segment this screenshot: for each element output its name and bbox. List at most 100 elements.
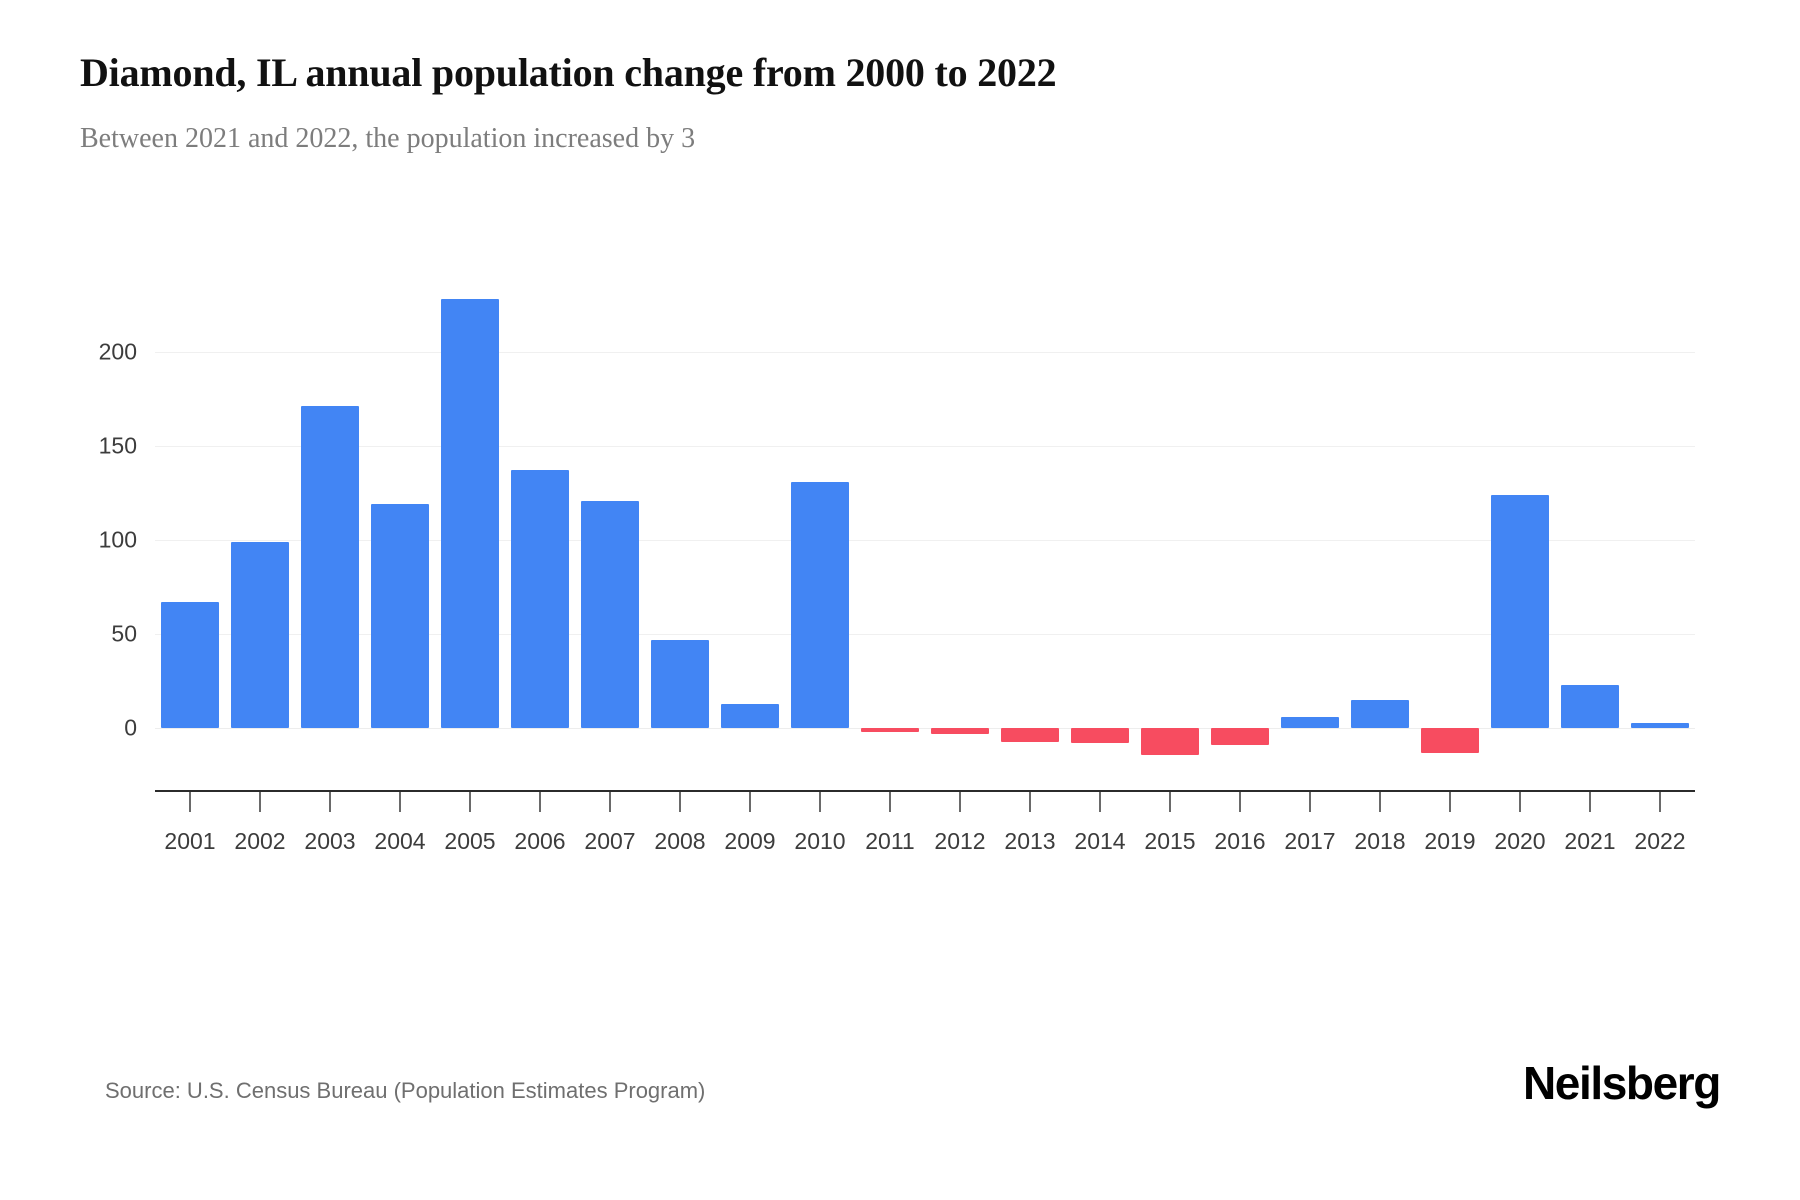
bar-2007[interactable] [580, 500, 640, 729]
x-tick-label: 2004 [374, 828, 426, 854]
chart-header: Diamond, IL annual population change fro… [80, 48, 1720, 158]
x-tick-label: 2014 [1074, 828, 1126, 854]
bar-2009[interactable] [720, 703, 780, 729]
x-tick [959, 792, 961, 812]
bar-slot [645, 250, 715, 910]
bar-2008[interactable] [650, 639, 710, 729]
gridline-0 [155, 728, 1695, 730]
x-tick-label: 2006 [514, 828, 566, 854]
bar-slot [365, 250, 435, 910]
x-tick-label: 2005 [444, 828, 496, 854]
source-note: Source: U.S. Census Bureau (Population E… [105, 1078, 706, 1103]
x-tick [1168, 792, 1171, 812]
bar-2005[interactable] [440, 299, 500, 729]
gridline-150 [155, 446, 1695, 447]
x-tick-label: 2002 [234, 828, 286, 854]
x-tick [469, 792, 471, 812]
x-axis-ticks [155, 792, 1695, 814]
page-title: Diamond, IL annual population change fro… [80, 50, 1057, 95]
x-tick [1589, 792, 1591, 812]
x-tick-label: 2022 [1634, 828, 1686, 854]
gridline-100 [155, 540, 1695, 542]
x-tick [889, 792, 891, 812]
bar-slot [855, 250, 925, 910]
bar-2018[interactable] [1350, 700, 1410, 729]
bar-2011[interactable] [860, 728, 920, 733]
x-tick [1099, 792, 1101, 812]
x-tick-label: 2021 [1564, 828, 1616, 854]
x-tick [1029, 792, 1031, 812]
bar-slot [435, 250, 505, 910]
x-tick-label: 2016 [1214, 828, 1266, 854]
y-tick-label: 200 [98, 338, 137, 365]
x-tick [1449, 792, 1451, 812]
x-tick [1519, 792, 1521, 812]
bar-slot [715, 250, 785, 910]
x-tick [539, 792, 541, 812]
bar-2020[interactable] [1490, 494, 1550, 729]
x-tick [1309, 792, 1311, 812]
x-tick [819, 792, 821, 812]
x-tick [399, 792, 401, 812]
x-tick-label: 2010 [794, 828, 846, 854]
bar-2019[interactable] [1420, 728, 1480, 753]
bar-slot [1345, 250, 1415, 910]
bar-slot [505, 250, 575, 910]
x-tick-label: 2013 [1004, 828, 1056, 854]
bar-slot [155, 250, 225, 910]
bar-slot [1275, 250, 1345, 910]
bar-2013[interactable] [1000, 728, 1060, 742]
bar-2022[interactable] [1630, 722, 1690, 729]
bar-2015[interactable] [1140, 728, 1200, 755]
bar-slot [1485, 250, 1555, 910]
bar-slot [1065, 250, 1135, 910]
bar-slot [785, 250, 855, 910]
bar-slot [1135, 250, 1205, 910]
y-tick-label: 150 [98, 432, 137, 459]
bar-slot [925, 250, 995, 910]
x-tick [329, 792, 331, 812]
bar-slot [225, 250, 295, 910]
x-axis-line [155, 790, 1695, 792]
x-tick-label: 2019 [1424, 828, 1476, 854]
bar-slot [1625, 250, 1695, 910]
x-tick-label: 2018 [1354, 828, 1406, 854]
x-tick-label: 2003 [304, 828, 356, 854]
bar-slot [995, 250, 1065, 910]
bar-slot [1205, 250, 1275, 910]
x-tick [1379, 792, 1381, 812]
bar-2010[interactable] [790, 481, 850, 729]
x-tick [1659, 792, 1661, 812]
bar-slot [1555, 250, 1625, 910]
bar-2017[interactable] [1280, 717, 1340, 729]
gridlines [155, 250, 1695, 810]
plot-area: 0 50 100 150 200 2001 2002 2003 2004 2005 2006 200… [0, 250, 1800, 1010]
y-axis: 0 50 100 150 200 [0, 250, 155, 810]
bar-2006[interactable] [510, 470, 570, 729]
bar-slot [295, 250, 365, 910]
x-tick-label: 2015 [1144, 828, 1196, 854]
bar-2021[interactable] [1560, 685, 1620, 729]
x-tick [679, 792, 681, 812]
gridline-200 [155, 351, 1695, 353]
x-tick-label: 2012 [934, 828, 986, 854]
bar-2016[interactable] [1210, 728, 1270, 746]
bar-2003[interactable] [300, 406, 360, 729]
y-tick-label: 0 [124, 714, 137, 741]
x-tick-label: 2009 [724, 828, 776, 854]
y-tick-label: 50 [111, 620, 137, 647]
bar-2002[interactable] [230, 542, 290, 729]
bar-2001[interactable] [160, 602, 220, 729]
x-tick-label: 2011 [865, 828, 915, 854]
x-tick-label: 2007 [584, 828, 636, 854]
bar-2004[interactable] [370, 504, 430, 729]
bar-2014[interactable] [1070, 728, 1130, 744]
x-tick [259, 792, 261, 812]
x-tick-label: 2020 [1494, 828, 1546, 854]
x-tick [1239, 792, 1241, 812]
gridline-50 [155, 634, 1695, 636]
bar-slot [575, 250, 645, 910]
chart-subtitle: Between 2021 and 2022, the population in… [80, 123, 696, 154]
bar-2012[interactable] [930, 728, 990, 734]
